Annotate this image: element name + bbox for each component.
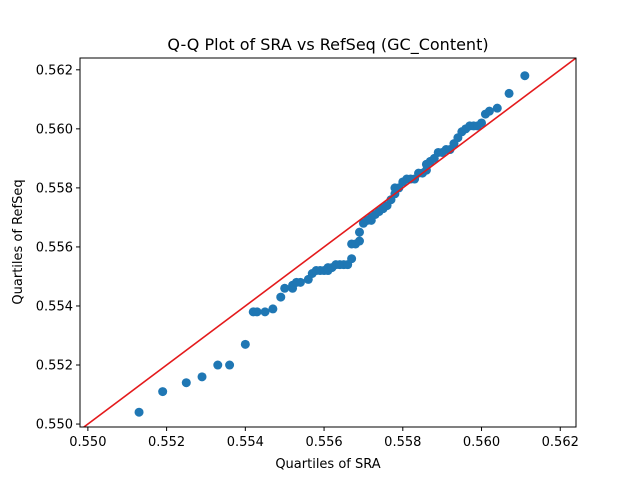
x-axis-label: Quartiles of SRA: [275, 457, 380, 472]
x-tick-label: 0.556: [305, 435, 342, 450]
data-point: [484, 106, 494, 116]
x-axis-ticks: 0.550 0.552 0.554 0.556 0.558 0.560 0.562: [69, 427, 579, 450]
x-tick-label: 0.562: [542, 435, 579, 450]
data-point: [240, 339, 250, 349]
y-tick-label: 0.558: [36, 181, 73, 196]
y-axis-label: Quartiles of RefSeq: [11, 179, 26, 304]
y-tick-label: 0.560: [36, 122, 73, 137]
data-point: [477, 118, 487, 128]
data-point: [354, 227, 364, 237]
data-point: [520, 71, 530, 81]
y-tick-label: 0.556: [36, 240, 73, 255]
data-point: [354, 236, 364, 246]
data-point: [134, 407, 144, 417]
y-tick-label: 0.552: [36, 359, 73, 374]
data-point: [181, 378, 191, 388]
data-point: [225, 360, 235, 370]
reference-line: [82, 58, 576, 427]
x-tick-label: 0.558: [384, 435, 421, 450]
data-point: [252, 307, 262, 317]
data-point: [213, 360, 223, 370]
x-tick-label: 0.550: [69, 435, 106, 450]
data-point: [347, 254, 357, 264]
data-point: [260, 307, 270, 317]
plot-area: [82, 58, 576, 427]
chart-title: Q-Q Plot of SRA vs RefSeq (GC_Content): [167, 35, 488, 55]
reference-line-layer: [82, 58, 576, 427]
data-point: [295, 277, 305, 287]
y-axis-ticks: 0.550 0.552 0.554 0.556 0.558 0.560 0.562: [36, 63, 80, 433]
y-tick-label: 0.562: [36, 63, 73, 78]
x-tick-label: 0.554: [227, 435, 264, 450]
x-tick-label: 0.560: [463, 435, 500, 450]
data-point: [268, 304, 278, 314]
data-point: [280, 283, 290, 293]
x-tick-label: 0.552: [148, 435, 185, 450]
y-tick-label: 0.554: [36, 299, 73, 314]
data-point: [158, 387, 168, 397]
data-point: [276, 292, 286, 302]
data-point: [492, 103, 502, 113]
y-tick-label: 0.550: [36, 418, 73, 433]
data-point: [504, 88, 514, 98]
axes-frame: [79, 57, 577, 428]
data-point: [197, 372, 207, 382]
